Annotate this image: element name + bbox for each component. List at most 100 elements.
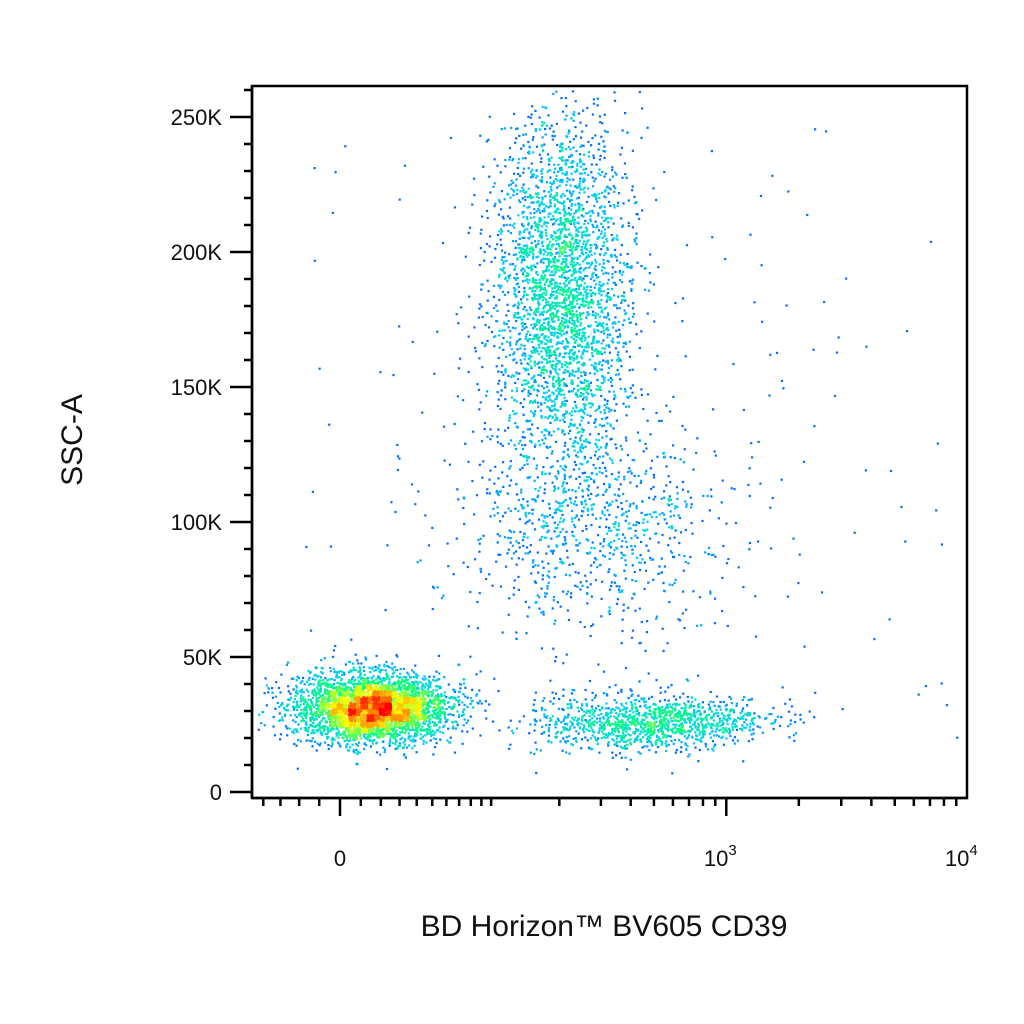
event-dot: [452, 727, 455, 730]
event-dot: [562, 200, 566, 203]
event-dot: [286, 734, 289, 737]
event-dot: [480, 702, 483, 705]
event-dot: [584, 371, 587, 375]
event-dot: [598, 115, 601, 118]
event-dot: [603, 506, 606, 509]
event-dot: [572, 245, 575, 248]
event-dot: [522, 308, 525, 311]
event-dot: [544, 595, 547, 598]
event-dot: [565, 653, 568, 656]
event-dot: [406, 671, 409, 674]
event-dot: [574, 404, 577, 407]
event-dot: [550, 270, 553, 274]
event-dot: [524, 191, 527, 194]
event-dot: [586, 479, 589, 482]
event-dot: [545, 429, 548, 432]
event-dot: [512, 305, 515, 308]
event-dot: [676, 712, 679, 715]
event-dot: [603, 232, 606, 235]
event-dot: [584, 574, 587, 577]
event-dot: [684, 560, 687, 564]
event-dot: [271, 696, 274, 699]
event-dot: [560, 342, 564, 345]
event-dot: [672, 514, 675, 517]
event-dot: [576, 384, 579, 387]
event-dot: [589, 244, 592, 247]
event-dot: [652, 473, 655, 476]
event-dot: [649, 467, 652, 470]
event-dot: [601, 309, 604, 312]
event-dot: [631, 307, 635, 310]
event-dot: [433, 372, 436, 375]
event-dot: [294, 694, 297, 698]
event-dot: [735, 724, 738, 727]
event-dot: [660, 742, 663, 745]
event-dot: [615, 528, 618, 531]
event-dot: [452, 573, 455, 576]
event-dot: [587, 729, 590, 732]
event-dot: [742, 408, 745, 412]
event-dot: [672, 723, 675, 726]
event-dot: [578, 306, 581, 309]
event-dot: [565, 172, 569, 175]
event-dot: [589, 571, 592, 574]
event-dot: [521, 539, 524, 542]
event-dot: [623, 309, 626, 312]
event-dot: [647, 672, 650, 675]
event-dot: [537, 518, 541, 521]
event-dot: [618, 271, 621, 274]
event-dot: [540, 647, 543, 650]
event-dot: [507, 275, 510, 278]
event-dot: [295, 684, 298, 687]
event-dot: [601, 425, 604, 428]
event-dot: [621, 629, 624, 633]
event-dot: [582, 230, 585, 233]
event-dot: [410, 483, 414, 486]
event-dot: [559, 509, 562, 513]
event-dot: [448, 741, 451, 744]
event-dot: [562, 207, 566, 210]
event-dot: [587, 494, 590, 497]
event-dot: [499, 553, 502, 556]
event-dot: [501, 329, 504, 332]
event-dot: [616, 335, 619, 338]
event-dot: [583, 171, 586, 174]
event-dot: [522, 296, 525, 299]
event-dot: [600, 269, 603, 272]
event-dot: [624, 390, 627, 393]
event-dot: [669, 456, 672, 459]
event-dot: [610, 253, 613, 257]
event-dot: [604, 445, 607, 448]
event-dot: [611, 738, 614, 741]
event-dot: [677, 514, 680, 517]
event-dot: [542, 261, 545, 264]
event-dot: [556, 229, 559, 232]
event-dot: [604, 490, 607, 493]
event-dot: [458, 663, 461, 666]
event-dot: [546, 266, 549, 269]
event-dot: [576, 256, 579, 259]
event-dot: [590, 289, 593, 292]
event-dot: [499, 238, 502, 241]
event-dot: [599, 542, 602, 545]
event-dot: [299, 727, 303, 730]
event-dot: [587, 212, 590, 215]
event-dot: [532, 565, 535, 568]
event-dot: [577, 278, 580, 281]
event-dot: [543, 305, 546, 308]
event-dot: [564, 260, 567, 263]
event-dot: [631, 368, 634, 371]
event-dot: [401, 747, 404, 750]
event-dot: [599, 563, 602, 566]
event-dot: [563, 444, 566, 447]
event-dot: [781, 686, 784, 689]
event-dot: [527, 140, 530, 143]
event-dot: [497, 382, 500, 385]
event-dot: [563, 384, 566, 387]
event-dot: [612, 204, 615, 207]
event-dot: [596, 324, 599, 328]
event-dot: [702, 494, 705, 497]
event-dot: [375, 742, 378, 745]
event-dot: [501, 342, 504, 345]
event-dot: [558, 156, 561, 159]
